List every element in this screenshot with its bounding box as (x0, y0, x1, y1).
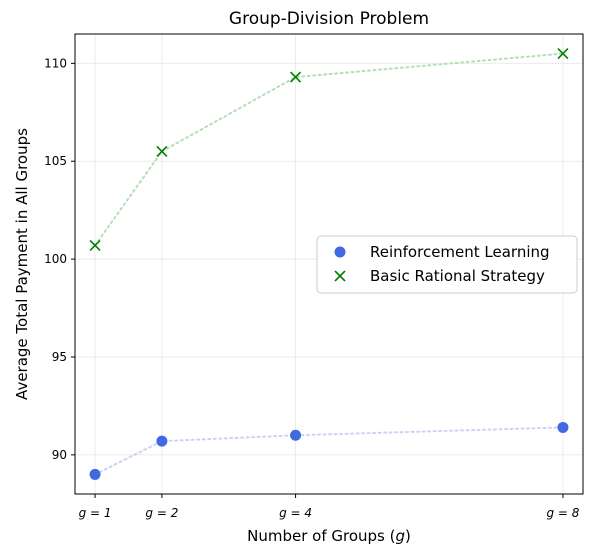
y-tick-label: 100 (44, 252, 67, 266)
legend-label: Basic Rational Strategy (370, 267, 545, 285)
legend-marker-circle (334, 246, 346, 258)
data-point-x (156, 145, 168, 158)
legend-frame (316, 235, 578, 294)
x-tick-label: g = 2 (145, 506, 178, 520)
y-axis-title: Average Total Payment in All Groups (13, 128, 31, 400)
series-line (94, 52, 564, 247)
data-point-x (89, 239, 101, 251)
data-point-circle (557, 421, 569, 433)
y-tick-label: 105 (44, 154, 67, 168)
series-line (94, 426, 564, 476)
y-tick-label: 90 (52, 448, 67, 462)
legend: Reinforcement Learning Basic Rational Str… (316, 235, 578, 294)
y-tick-label: 95 (52, 350, 67, 364)
legend-label: Reinforcement Learning (370, 243, 550, 261)
legend-marker-x (334, 270, 346, 282)
data-point-x (557, 48, 569, 60)
x-tick-label: g = 8 (546, 506, 579, 520)
x-tick-label: g = 1 (79, 506, 112, 520)
x-axis-title: Number of Groups (g) (247, 527, 411, 545)
y-tick-label: 110 (44, 56, 67, 70)
data-marks (89, 48, 569, 480)
chart-title: Group-Division Problem (229, 9, 429, 29)
x-axis-ticks: g = 1 g = 2 g = 4 g = 8 (79, 494, 580, 520)
legend-item: Basic Rational Strategy (334, 267, 545, 285)
data-point-circle (156, 435, 168, 447)
plot-frame (74, 33, 584, 495)
legend-item: Reinforcement Learning (334, 243, 550, 261)
data-point-x (290, 71, 302, 83)
y-axis-ticks: 90 95 100 105 110 (44, 56, 75, 462)
data-point-circle (290, 429, 302, 441)
x-tick-label: g = 4 (279, 506, 312, 520)
data-point-circle (89, 468, 101, 480)
series-lines (94, 52, 564, 476)
